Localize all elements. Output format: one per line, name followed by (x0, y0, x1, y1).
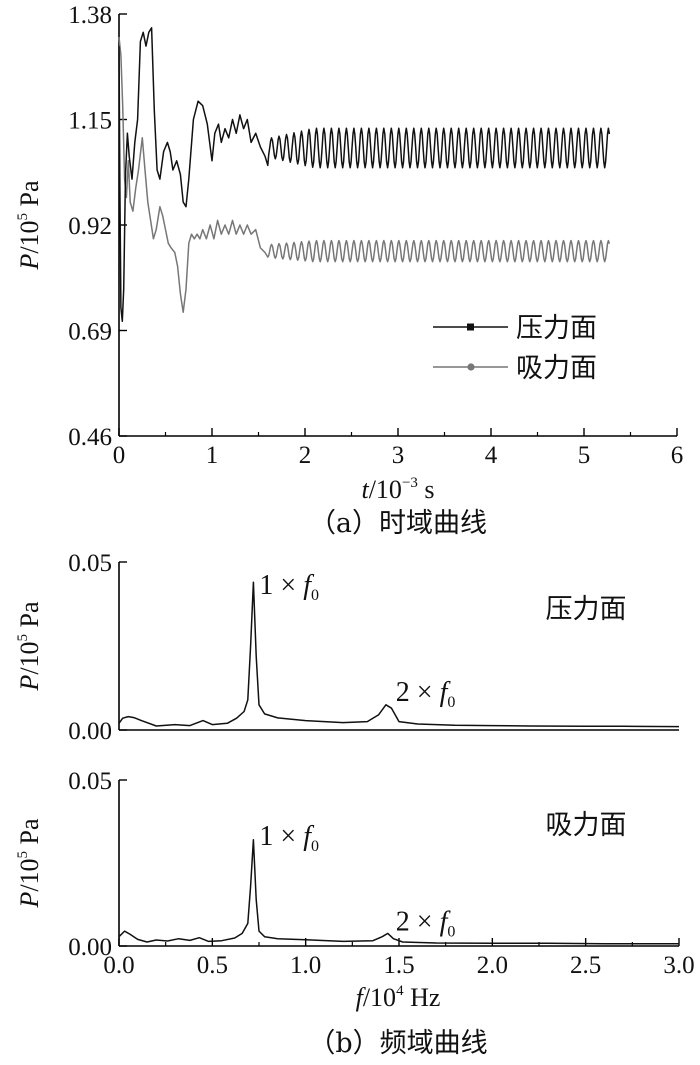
legend-marker-square (467, 323, 474, 331)
caption-a: （a）时域曲线 (309, 508, 487, 539)
x-tick-label: 0.5 (197, 952, 228, 979)
y-axis-label: P/105 Pa (15, 180, 44, 271)
x-axis-label: f/104 Hz (356, 983, 441, 1012)
y-tick-label: 0.00 (68, 718, 112, 745)
y-tick-label: 0.05 (68, 550, 112, 577)
harmonic-annotation: 2 × f0 (396, 677, 456, 711)
y-axis-label: P/105 Pa (15, 601, 44, 692)
panel-label: 吸力面 (546, 810, 627, 841)
y-tick-label: 1.15 (68, 108, 112, 135)
x-tick-label: 2.5 (570, 952, 601, 979)
x-tick-label: 2.0 (477, 952, 508, 979)
x-tick-label: 3 (392, 442, 405, 469)
x-tick-label: 1.5 (383, 952, 414, 979)
panel-label: 压力面 (546, 594, 627, 625)
y-tick-label: 0.00 (68, 934, 112, 961)
y-axis-label: P/105 Pa (15, 818, 44, 909)
legend-marker-circle (467, 363, 475, 371)
spectrum-line (118, 839, 679, 945)
y-tick-label: 0.92 (68, 213, 112, 240)
legend-label: 压力面 (516, 313, 597, 344)
x-axis-label: t/10−3 s (361, 475, 434, 504)
harmonic-annotation: 2 × f0 (396, 906, 456, 940)
spectrum-line (118, 581, 680, 728)
legend-label: 吸力面 (516, 353, 597, 384)
x-tick-label: 1 (206, 442, 219, 469)
x-tick-label: 2 (299, 442, 312, 469)
x-tick-label: 6 (671, 442, 684, 469)
x-tick-label: 5 (578, 442, 591, 469)
caption-b: （b）频域曲线 (308, 1028, 487, 1059)
x-tick-label: 0 (113, 442, 126, 469)
series-line-suction (118, 36, 611, 313)
harmonic-annotation: 1 × f0 (259, 821, 319, 855)
y-tick-label: 0.69 (68, 319, 112, 346)
x-tick-label: 3.0 (663, 952, 694, 979)
x-tick-label: 1.0 (290, 952, 321, 979)
series-line-pressure (118, 27, 611, 323)
x-tick-label: 4 (485, 442, 498, 469)
y-tick-label: 0.05 (68, 768, 112, 795)
y-tick-label: 1.38 (68, 2, 112, 29)
x-tick-label: 0.0 (103, 952, 134, 979)
harmonic-annotation: 1 × f0 (259, 570, 319, 604)
y-tick-label: 0.46 (68, 424, 112, 451)
